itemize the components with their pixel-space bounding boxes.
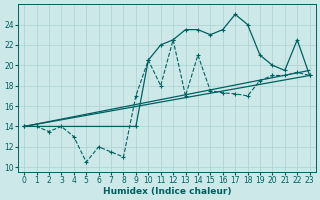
X-axis label: Humidex (Indice chaleur): Humidex (Indice chaleur) [103,187,231,196]
